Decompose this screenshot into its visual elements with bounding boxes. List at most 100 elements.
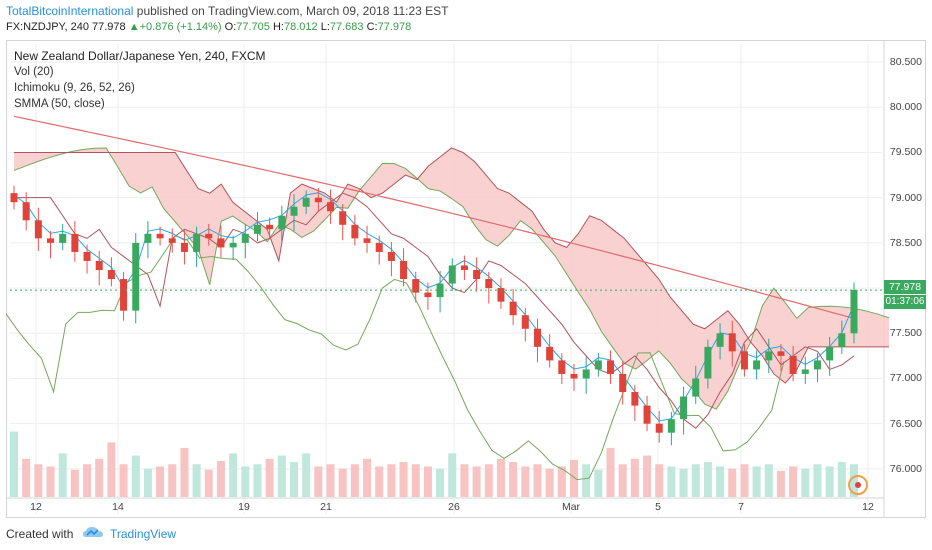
volume-bar [448,453,457,497]
volume-bar [399,462,408,497]
candle-body [375,242,383,252]
candle-body [47,238,55,243]
symbol-label[interactable]: FX:NZDJPY, 240 [6,21,89,33]
chart-legend: New Zealand Dollar/Japanese Yen, 240, FX… [14,48,265,112]
candle-body [521,315,529,329]
volume-bar [34,464,43,497]
candle-body [497,288,505,302]
volume-bar [521,466,530,497]
volume-bar [290,462,298,497]
candle-body [826,346,834,361]
candle-body [132,242,140,311]
legend-title: New Zealand Dollar/Japanese Yen, 240, FX… [14,49,266,63]
volume-bar [204,469,213,497]
candle-body [789,355,797,374]
legend-smma[interactable]: SMMA (50, close) [14,98,105,110]
volume-bar [350,464,359,497]
volume-bar [764,464,773,497]
bar-countdown-tag: 01:37:06 [884,295,926,309]
volume-bar [241,466,250,497]
candle-body [667,419,675,433]
candle-body [448,265,456,284]
volume-bar [533,464,542,497]
candle-body [582,369,590,379]
tradingview-brand[interactable]: TradingView [110,527,177,541]
price-tick-label: 80.500 [889,56,922,69]
candle-body [302,197,310,207]
volume-bar [436,468,445,497]
volume-bar [180,447,189,497]
candle-body [412,279,420,293]
volume-bar [509,462,518,497]
candle-body [509,301,517,316]
time-tick-label: 21 [320,501,332,513]
volume-bar [168,464,177,497]
volume-bar [119,464,128,497]
volume-bar [776,470,785,497]
candle-body [740,351,748,370]
time-axis[interactable]: 12 14 19 21 26 Mar 5 7 12 [6,498,884,518]
candle-body [424,292,432,298]
volume-bar [570,459,578,497]
tenkan-line [13,192,855,422]
candle-body [680,396,688,420]
volume-bar [70,469,79,497]
candle-body [570,373,578,379]
volume-bar [557,466,566,497]
publish-line: TotalBitcoinInternational published on T… [6,4,449,18]
header-bar: TotalBitcoinInternational published on T… [0,0,932,38]
volume-bar [606,447,615,497]
live-indicator-icon[interactable] [848,475,868,495]
candle-body [205,233,213,239]
volume-bar [825,466,834,497]
candle-body [278,215,286,230]
candle-body [558,360,566,374]
candle-body [753,360,761,370]
publisher-link[interactable]: TotalBitcoinInternational [6,4,134,18]
price-tick-label: 79.500 [889,146,922,159]
volume-bar [496,458,505,497]
published-text: published on TradingView.com, March 09, … [136,4,449,18]
volume-bar [643,455,652,497]
tradingview-cloud-icon[interactable] [82,525,104,541]
candle-body [120,279,128,311]
candle-body [156,233,164,239]
volume-bar [253,464,262,497]
volume-bar [83,464,92,497]
ichimoku-cloud [14,147,889,410]
volume-bar [703,462,712,497]
volume-bar [728,468,737,497]
candle-body [339,211,347,225]
candle-body [460,265,468,270]
candle-body [34,220,42,239]
candle-body [777,351,785,356]
time-tick-label: 7 [738,501,744,513]
time-tick-label: 12 [862,501,874,513]
legend-vol[interactable]: Vol (20) [14,66,54,78]
change-value: +0.876 (+1.14%) [139,21,222,33]
candle-body [704,346,712,379]
close-value: 77.978 [377,21,412,33]
candle-body [594,360,602,370]
time-tick-label: 14 [112,501,124,513]
volume-bar [107,442,116,497]
candle-body [655,423,663,433]
price-axis[interactable]: 80.50080.00079.50079.00078.50078.00077.5… [884,40,926,518]
volume-bar [423,466,432,497]
volume-bar [314,466,323,497]
candle-body [22,202,30,221]
volume-bar [594,469,603,497]
volume-bar [22,458,31,497]
chikou-line [6,235,785,481]
candle-body [716,333,724,347]
volume-bar [679,468,688,497]
volume-bar [716,466,725,497]
price-chart[interactable] [6,40,926,518]
senkou-span-b [14,147,889,384]
legend-ichimoku[interactable]: Ichimoku (9, 26, 52, 26) [14,82,135,94]
volume-bar [484,464,493,497]
candle-body [253,224,261,234]
candle-body [473,270,481,280]
smma-line [13,115,855,320]
volume-bar [630,458,639,497]
